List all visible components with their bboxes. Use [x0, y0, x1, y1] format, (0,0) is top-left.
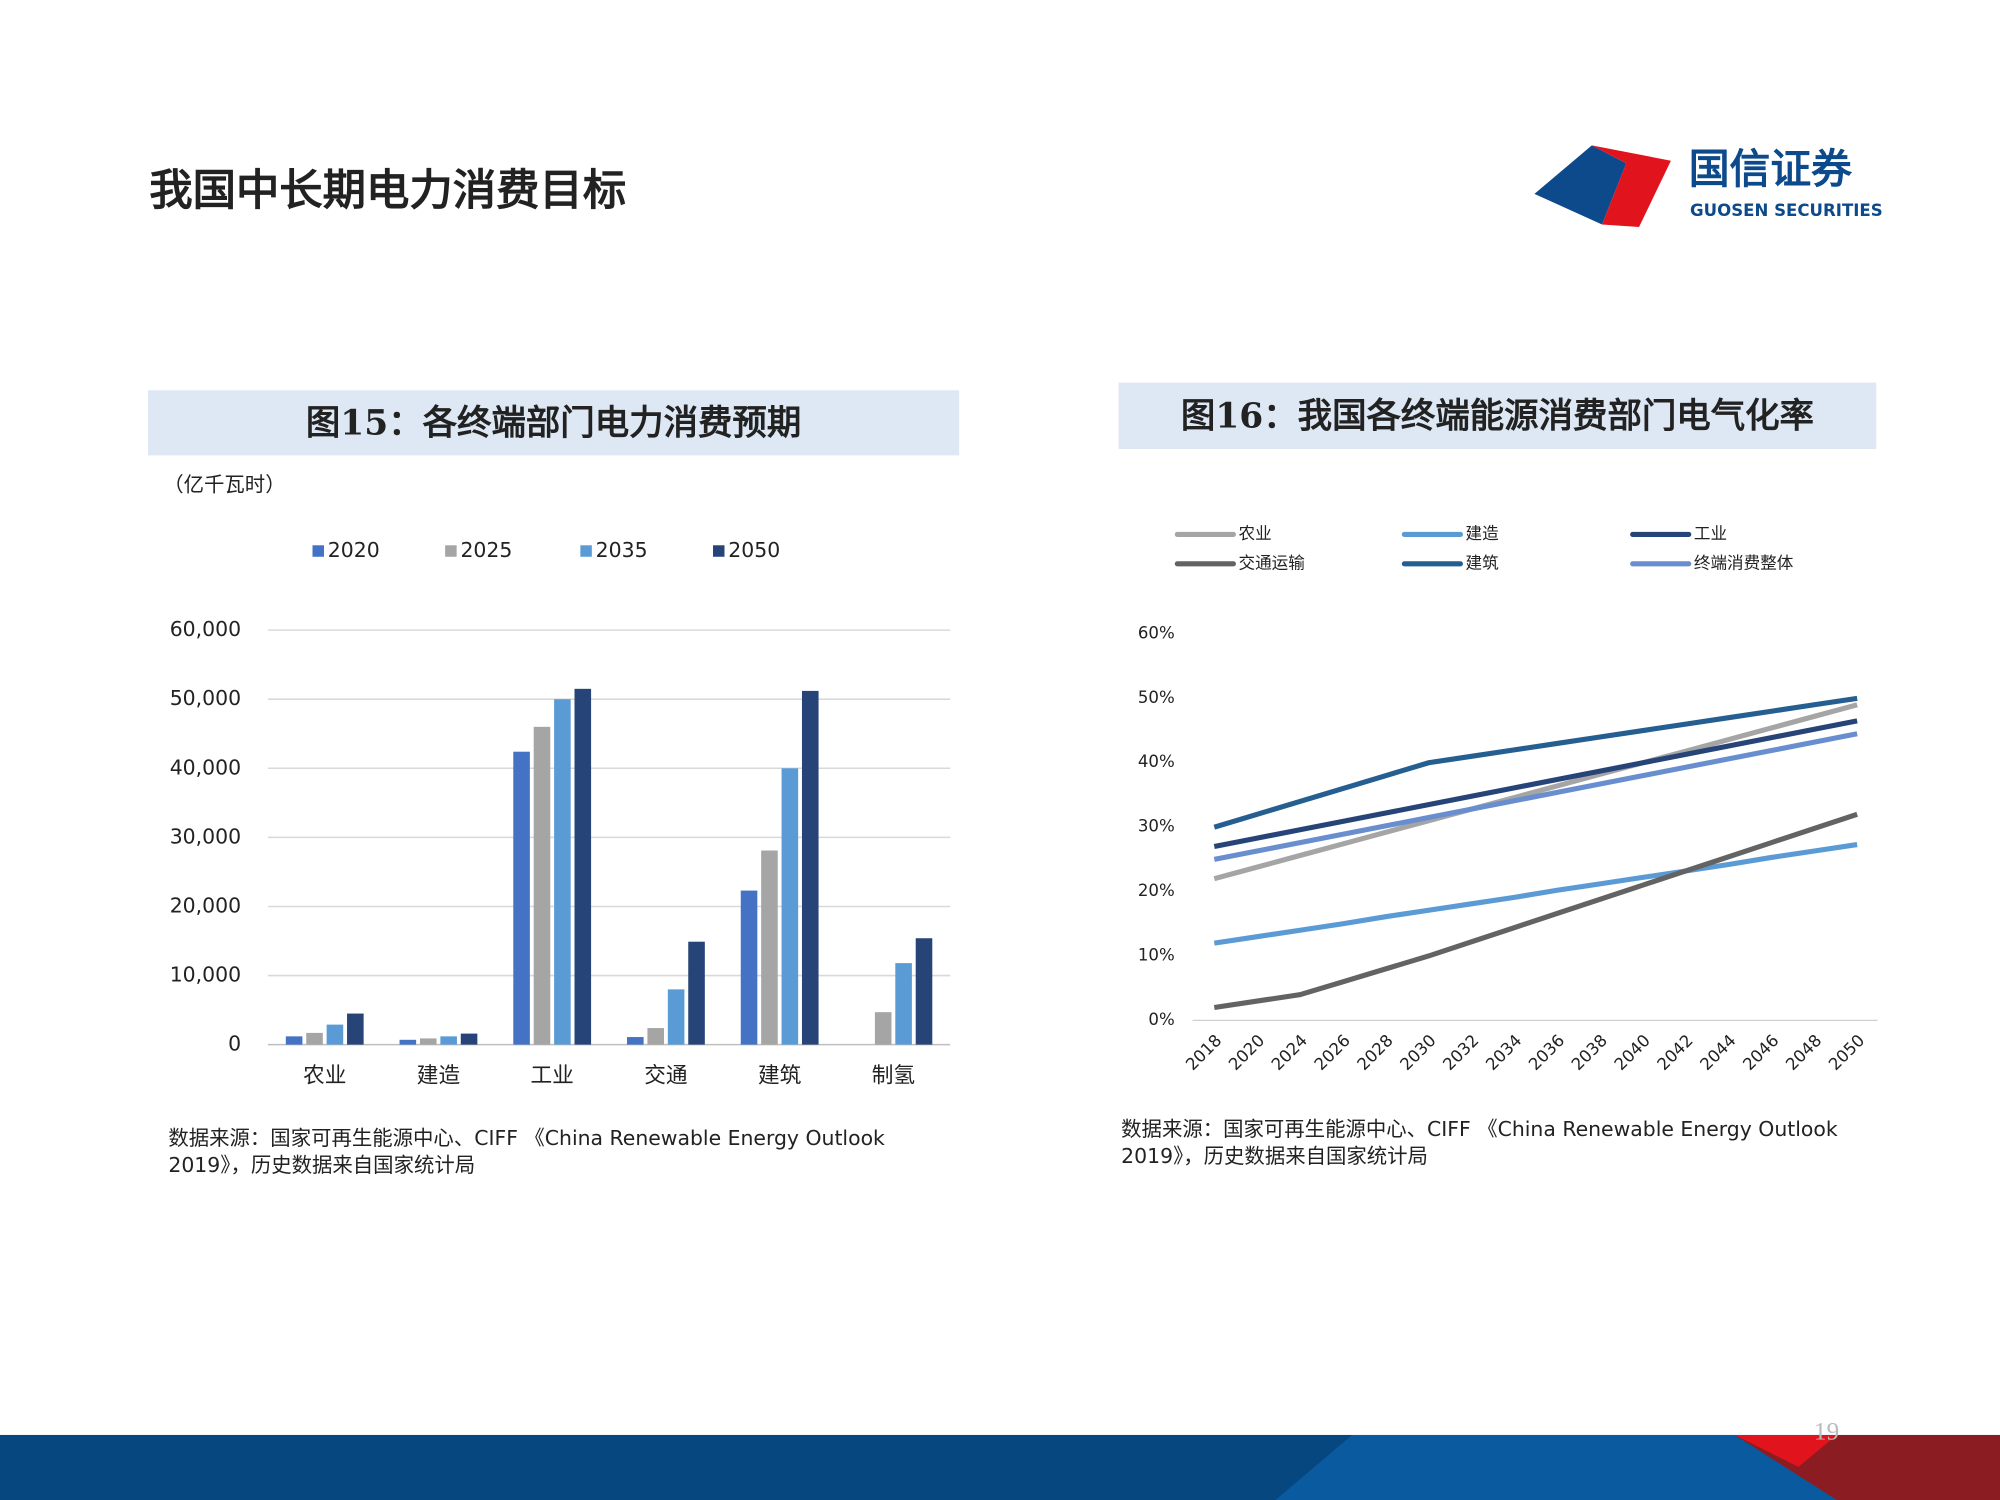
x-tick-label: 建造	[417, 1064, 461, 1089]
x-tick-label: 2028	[1354, 1031, 1397, 1074]
bar	[895, 963, 912, 1045]
y-tick-label: 0	[228, 1032, 241, 1056]
bar	[347, 1013, 364, 1045]
legend-swatch	[713, 545, 725, 557]
bar	[460, 1033, 478, 1045]
y-tick-label: 20,000	[170, 893, 241, 917]
line	[1213, 842, 1858, 946]
line	[1213, 718, 1858, 849]
bar	[647, 1028, 665, 1045]
bar	[688, 941, 705, 1045]
bar	[915, 938, 933, 1045]
bar	[740, 890, 758, 1045]
bar	[419, 1038, 437, 1045]
legend-label: 工业	[1694, 524, 1727, 543]
x-tick-label: 建筑	[758, 1064, 802, 1089]
x-tick-label: 2032	[1439, 1031, 1482, 1074]
line	[1213, 695, 1858, 830]
bar	[574, 688, 592, 1045]
x-tick-label: 工业	[531, 1064, 574, 1089]
legend-swatch	[445, 545, 457, 557]
line	[1213, 731, 1858, 862]
x-tick-label: 2034	[1482, 1031, 1525, 1074]
x-tick-label: 2046	[1739, 1031, 1782, 1074]
line	[1213, 811, 1858, 1011]
bar	[440, 1036, 457, 1045]
legend-swatch	[580, 545, 592, 557]
bar	[399, 1039, 417, 1045]
legend-label: 建造	[1466, 524, 1500, 543]
y-tick-label: 40%	[1138, 752, 1175, 771]
y-tick-label: 40,000	[170, 755, 241, 779]
x-tick-label: 2020	[1225, 1031, 1268, 1074]
x-tick-label: 2040	[1611, 1031, 1654, 1074]
bar	[761, 850, 778, 1045]
page-title: 我国中长期电力消费目标	[149, 165, 626, 216]
y-tick-label: 0%	[1148, 1010, 1174, 1029]
x-tick-label: 2038	[1568, 1031, 1611, 1074]
source-note: 2019》，历史数据来自国家统计局	[168, 1153, 475, 1177]
x-tick-label: 2036	[1525, 1031, 1568, 1074]
legend-label: 终端消费整体	[1694, 553, 1794, 572]
bar	[667, 989, 685, 1045]
line	[1213, 702, 1858, 882]
legend-label: 2035	[596, 538, 648, 562]
legend-label: 农业	[1239, 524, 1272, 543]
x-tick-label: 2026	[1311, 1031, 1354, 1074]
x-tick-label: 2018	[1182, 1031, 1225, 1074]
x-tick-label: 2042	[1654, 1031, 1697, 1074]
y-tick-label: 30%	[1138, 817, 1175, 836]
y-tick-label: 10,000	[170, 963, 241, 987]
bar	[306, 1032, 323, 1045]
x-tick-label: 2050	[1825, 1031, 1868, 1074]
bar	[554, 699, 571, 1045]
chart-title: 图16：我国各终端能源消费部门电气化率	[1181, 396, 1814, 436]
y-tick-label: 20%	[1138, 881, 1175, 900]
legend-label: 2025	[460, 538, 512, 562]
x-tick-label: 2030	[1396, 1031, 1439, 1074]
y-axis-label: （亿千瓦时）	[163, 472, 285, 496]
y-tick-label: 30,000	[170, 824, 241, 848]
legend-label: 2050	[728, 538, 780, 562]
x-tick-label: 2044	[1696, 1031, 1739, 1074]
bar	[533, 726, 551, 1045]
y-tick-label: 50%	[1138, 688, 1175, 707]
source-note: 2019》，历史数据来自国家统计局	[1121, 1144, 1428, 1168]
x-tick-label: 制氢	[872, 1064, 915, 1089]
bar	[513, 751, 530, 1045]
footer	[0, 1434, 2000, 1500]
logo-en: GUOSEN SECURITIES	[1690, 201, 1883, 220]
x-tick-label: 2024	[1268, 1031, 1311, 1074]
legend-label: 2020	[328, 538, 380, 562]
y-tick-label: 60%	[1138, 623, 1175, 642]
x-tick-label: 农业	[303, 1064, 346, 1089]
chart-title: 图15：各终端部门电力消费预期	[306, 403, 801, 443]
y-tick-label: 10%	[1138, 945, 1175, 964]
x-tick-label: 交通	[644, 1064, 687, 1089]
bar	[781, 768, 799, 1045]
bar	[627, 1037, 644, 1045]
bar	[874, 1012, 892, 1045]
source-note: 数据来源：国家可再生能源中心、CIFF 《China Renewable Ene…	[168, 1126, 885, 1150]
logo-cn: 国信证券	[1689, 145, 1853, 193]
page-number: 19	[1814, 1417, 1839, 1446]
legend-label: 建筑	[1466, 553, 1500, 572]
bar	[801, 690, 819, 1045]
chart-title-band	[1118, 382, 1877, 449]
legend-swatch	[312, 545, 324, 557]
bar	[326, 1024, 344, 1045]
source-note: 数据来源：国家可再生能源中心、CIFF 《China Renewable Ene…	[1121, 1117, 1838, 1141]
chart-title-band	[147, 390, 960, 456]
logo: 国信证券 GUOSEN SECURITIES	[1534, 145, 1883, 228]
y-tick-label: 50,000	[170, 686, 241, 710]
y-tick-label: 60,000	[170, 617, 241, 641]
x-tick-label: 2048	[1782, 1031, 1825, 1074]
bar	[285, 1036, 303, 1045]
legend-label: 交通运输	[1239, 553, 1306, 572]
